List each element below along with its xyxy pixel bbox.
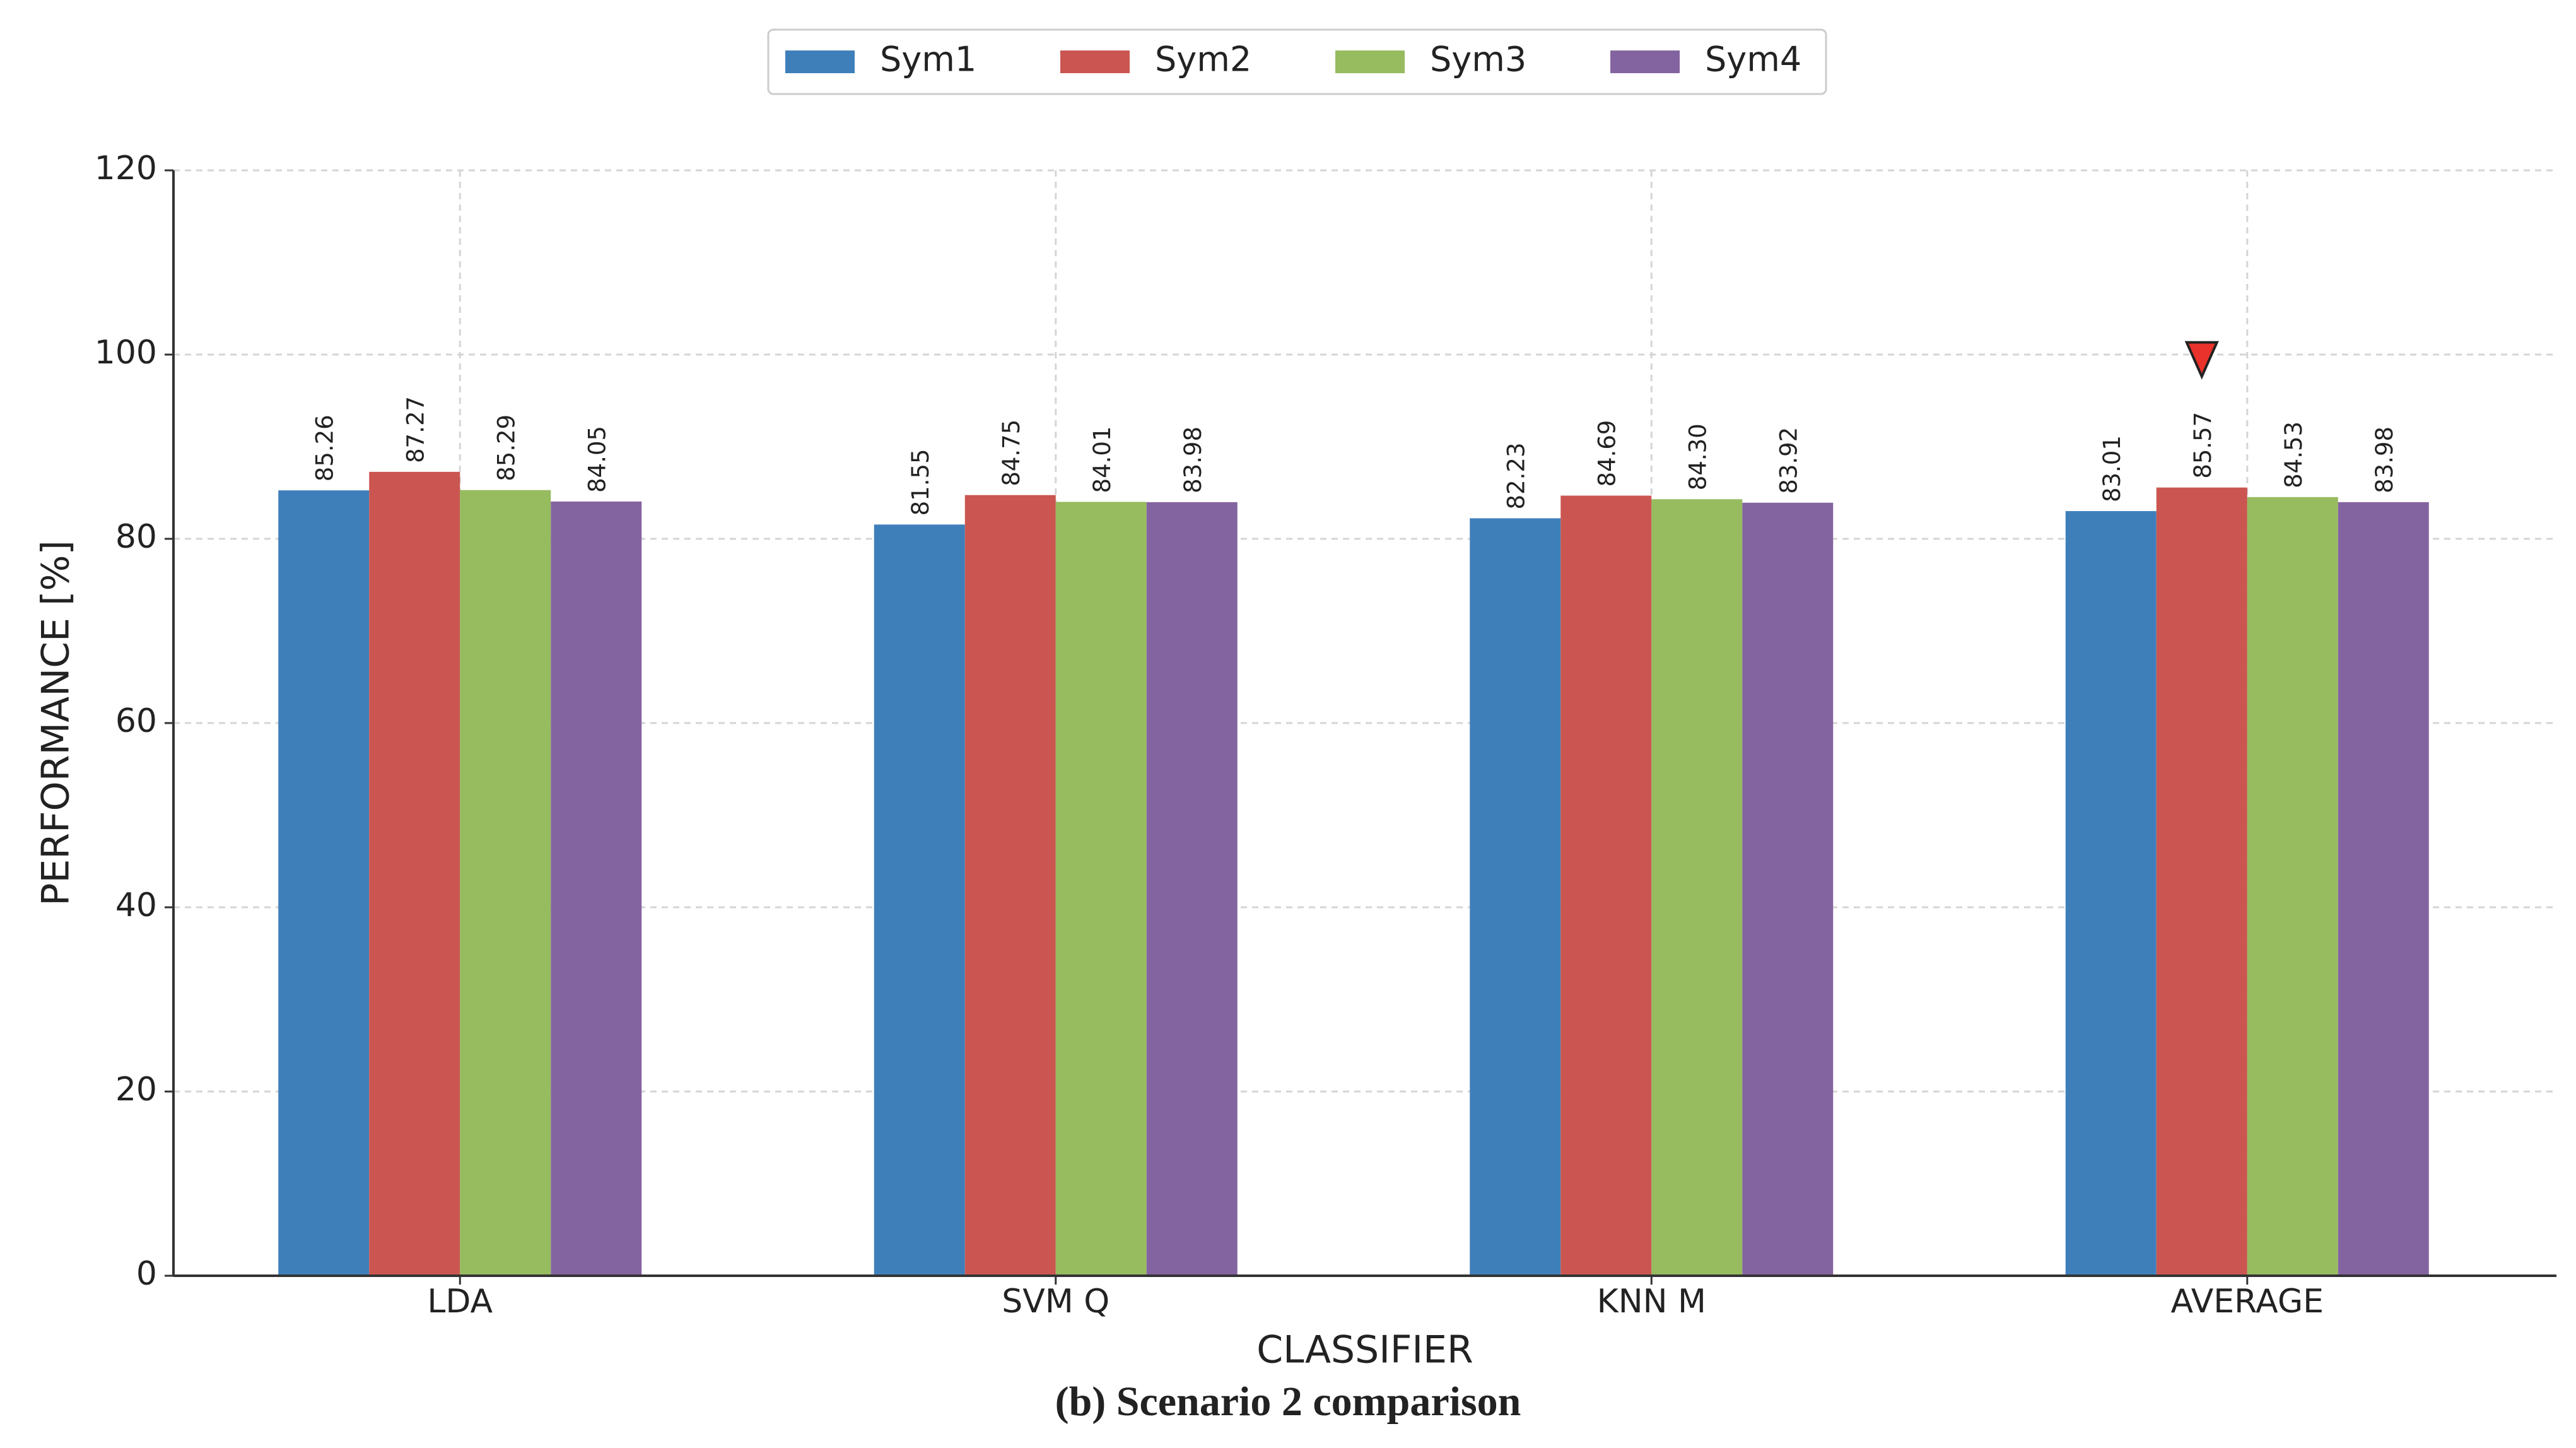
y-axis-label: PERFORMANCE [%]: [34, 540, 78, 906]
value-label: 81.55: [907, 449, 934, 515]
value-label: 85.29: [493, 415, 520, 481]
bar: [1470, 518, 1561, 1276]
legend-swatch: [1335, 50, 1405, 73]
bar: [1146, 502, 1238, 1276]
bar: [1055, 502, 1147, 1276]
bar: [1651, 499, 1743, 1276]
bar: [2247, 497, 2338, 1276]
bar: [2065, 511, 2157, 1276]
bar: [2156, 487, 2247, 1276]
y-tick-label: 40: [115, 886, 157, 924]
legend-label: Sym3: [1430, 40, 1526, 79]
y-tick-label: 80: [115, 518, 157, 556]
bar: [964, 495, 1056, 1276]
bar: [874, 524, 965, 1276]
value-label: 83.98: [1180, 427, 1207, 493]
bar: [460, 490, 551, 1276]
legend-box: [767, 28, 1827, 95]
bar: [2338, 502, 2429, 1276]
value-label: 85.26: [312, 415, 339, 481]
bar: [551, 501, 642, 1276]
x-tick-label: LDA: [427, 1283, 493, 1321]
y-tick-label: 100: [95, 334, 157, 372]
value-label: 87.27: [402, 396, 430, 463]
value-label: 84.69: [1594, 420, 1621, 487]
bar: [1742, 502, 1834, 1276]
y-tick-label: 20: [115, 1071, 157, 1109]
bar: [369, 471, 460, 1276]
value-label: 82.23: [1503, 443, 1530, 510]
caption: (b) Scenario 2 comparison: [1055, 1379, 1521, 1425]
legend-swatch: [785, 50, 855, 73]
legend-label: Sym1: [880, 40, 976, 79]
y-tick-label: 0: [136, 1255, 157, 1293]
value-label: 83.92: [1776, 427, 1803, 494]
value-label: 83.98: [2371, 427, 2398, 493]
value-label: 83.01: [2099, 435, 2126, 502]
y-tick-label: 60: [115, 702, 157, 740]
value-label: 85.57: [2189, 412, 2216, 479]
legend-label: Sym4: [1705, 40, 1801, 79]
value-label: 84.05: [584, 426, 611, 493]
legend-label: Sym2: [1155, 40, 1251, 79]
x-tick-label: SVM Q: [1002, 1283, 1109, 1321]
value-label: 84.01: [1089, 427, 1116, 493]
bar: [278, 490, 370, 1276]
best-marker: [2184, 341, 2219, 380]
y-tick-label: 120: [95, 150, 157, 187]
value-label: 84.30: [1685, 423, 1712, 490]
value-label: 84.53: [2280, 421, 2307, 488]
x-tick-label: AVERAGE: [2170, 1283, 2324, 1321]
x-tick-label: KNN M: [1597, 1283, 1706, 1321]
legend-swatch: [1060, 50, 1130, 73]
bar: [1560, 495, 1652, 1276]
x-axis-label: CLASSIFIER: [1256, 1328, 1473, 1372]
value-label: 84.75: [998, 420, 1025, 486]
legend-swatch: [1610, 50, 1680, 73]
